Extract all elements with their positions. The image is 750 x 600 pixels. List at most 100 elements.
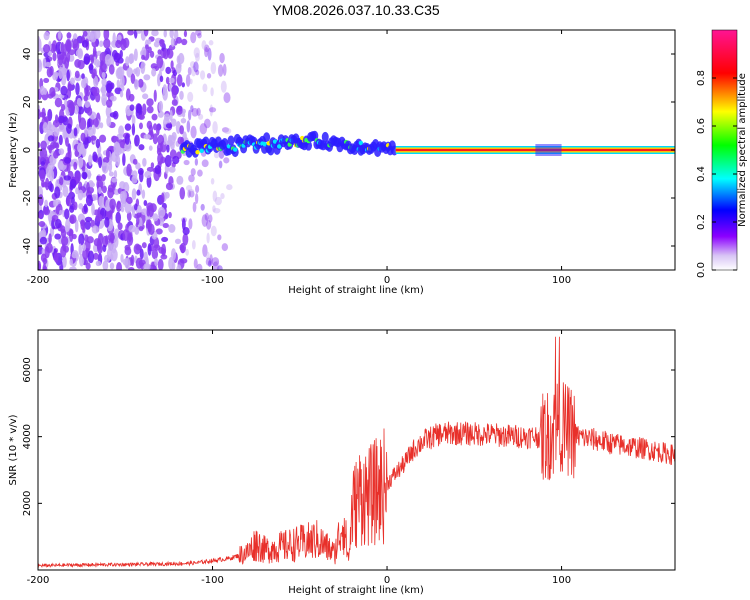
spectrogram-noise-blob	[190, 61, 196, 69]
spectrogram-noise-blob	[71, 252, 78, 259]
spectrogram-noise-blob	[147, 46, 152, 54]
spectrogram-noise-blob	[78, 156, 84, 169]
spectrogram-noise-blob	[199, 123, 208, 135]
spectrogram-noise-blob	[189, 190, 195, 198]
spectrogram-noise-blob	[147, 39, 152, 45]
snr-x-tick-label: -200	[27, 575, 50, 586]
spectrogram-signal-core	[358, 140, 364, 146]
spectrogram-noise-blob	[127, 30, 135, 36]
spectrogram-noise-blob	[55, 205, 60, 215]
spectrogram-noise-blob	[188, 189, 195, 195]
spectrogram-noise-blob	[168, 224, 176, 233]
spectrogram-noise-blob	[119, 74, 125, 88]
spectrogram-noise-blob	[128, 53, 134, 65]
spectrogram-noise-blob	[187, 189, 191, 198]
spectrogram-noise-blob	[76, 97, 82, 107]
spectrogram-noise-blob	[60, 85, 68, 96]
spectrogram-noise-blob	[38, 221, 46, 228]
spectrogram-noise-blob	[132, 170, 138, 179]
spectrogram-noise-blob	[223, 157, 230, 164]
spectrogram-noise-blob	[166, 48, 174, 59]
spectrogram-noise-blob	[81, 165, 86, 172]
spectrogram-noise-blob	[57, 160, 64, 170]
spectrogram-plot-area	[38, 30, 675, 270]
spectrogram-noise-blob	[90, 135, 97, 141]
snr-x-axis: -200 -100 0 100	[27, 330, 571, 586]
spectrogram-noise-blob	[160, 254, 168, 260]
spectrogram-noise-blob	[174, 238, 182, 245]
spectrogram-noise	[38, 30, 233, 270]
spectrogram-noise-blob	[142, 157, 147, 167]
spectrogram-noise-blob	[179, 125, 184, 135]
spectrogram-noise-blob	[156, 73, 161, 87]
spectrogram-y-tick-label: 40	[22, 48, 33, 61]
spectrogram-noise-blob	[145, 44, 149, 50]
spectrogram-noise-blob	[108, 171, 114, 177]
spectrogram-noise-blob	[58, 148, 65, 155]
spectrogram-noise-blob	[156, 55, 164, 69]
spectrogram-noise-blob	[43, 77, 50, 84]
spectrogram-noise-blob	[93, 252, 99, 260]
spectrogram-noise-blob	[141, 242, 147, 249]
spectrogram-noise-blob	[185, 74, 191, 87]
spectrogram-noise-blob	[193, 61, 199, 73]
spectrogram-noise-blob	[211, 257, 220, 267]
spectrogram-noise-blob	[48, 146, 52, 154]
spectrogram-noise-blob	[182, 227, 190, 236]
spectrogram-noise-blob	[48, 124, 56, 132]
spectrogram-noise-blob	[171, 248, 177, 261]
spectrogram-noise-blob	[61, 51, 67, 65]
spectrogram-noise-blob	[83, 203, 88, 213]
spectrogram-noise-blob	[69, 266, 77, 270]
spectrogram-noise-blob	[191, 240, 196, 250]
spectrogram-noise-blob	[223, 92, 231, 104]
spectrogram-noise-blob	[194, 158, 199, 166]
spectrogram-noise-blob	[105, 199, 111, 212]
spectrogram-noise-blob	[38, 58, 42, 68]
spectrogram-noise-blob	[80, 132, 86, 142]
spectrogram-noise-blob	[196, 107, 201, 116]
spectrogram-noise-blob	[86, 236, 94, 244]
spectrogram-noise-blob	[201, 40, 207, 50]
colorbar: 0.0 0.2 0.4 0.6 0.8 Normalized spectral ampl…	[696, 29, 748, 278]
spectrogram-noise-blob	[101, 162, 109, 174]
spectrogram-noise-blob	[38, 108, 41, 120]
spectrogram-noise-blob	[146, 98, 154, 107]
spectrogram-noise-blob	[212, 207, 221, 214]
spectrogram-noise-blob	[54, 218, 62, 229]
spectrogram-noise-blob	[217, 65, 223, 76]
spectrogram-noise-blob	[66, 32, 72, 39]
spectrogram-noise-blob	[136, 216, 140, 226]
spectrogram-noise-blob	[38, 141, 41, 149]
spectrogram-noise-blob	[189, 78, 193, 85]
spectrogram-noise-blob	[152, 213, 159, 222]
spectrogram-noise-blob	[132, 158, 138, 165]
spectrogram-signal-blob	[305, 140, 313, 151]
spectrogram-noise-blob	[124, 142, 132, 152]
spectrogram-noise-blob	[182, 233, 189, 246]
spectrogram-noise-blob	[119, 191, 126, 202]
spectrogram-noise-blob	[195, 185, 200, 194]
spectrogram-noise-blob	[191, 107, 199, 117]
spectrogram-noise-blob	[87, 169, 92, 180]
spectrogram-noise-blob	[101, 84, 107, 97]
spectrogram-noise-blob	[195, 30, 202, 36]
spectrogram-noise-blob	[194, 192, 199, 205]
spectrogram-noise-blob	[93, 209, 101, 216]
spectrogram-noise-blob	[148, 145, 153, 151]
spectrogram-noise-blob	[143, 74, 151, 81]
spectrogram-noise-blob	[89, 30, 97, 43]
carrier-broadening	[535, 144, 562, 156]
spectrogram-noise-blob	[54, 186, 61, 199]
spectrogram-noise-blob	[172, 155, 180, 165]
spectrogram-noise-blob	[74, 59, 82, 68]
spectrogram-noise-blob	[190, 31, 197, 44]
snr-x-label: Height of straight line (km)	[288, 585, 424, 596]
spectrogram-noise-blob	[198, 113, 204, 120]
spectrogram-noise-blob	[53, 127, 60, 137]
spectrogram-noise-blob	[159, 75, 164, 83]
spectrogram-noise-blob	[222, 63, 227, 76]
spectrogram-noise-blob	[99, 62, 107, 71]
spectrogram-noise-blob	[130, 73, 136, 84]
spectrogram-noise-blob	[113, 141, 121, 155]
